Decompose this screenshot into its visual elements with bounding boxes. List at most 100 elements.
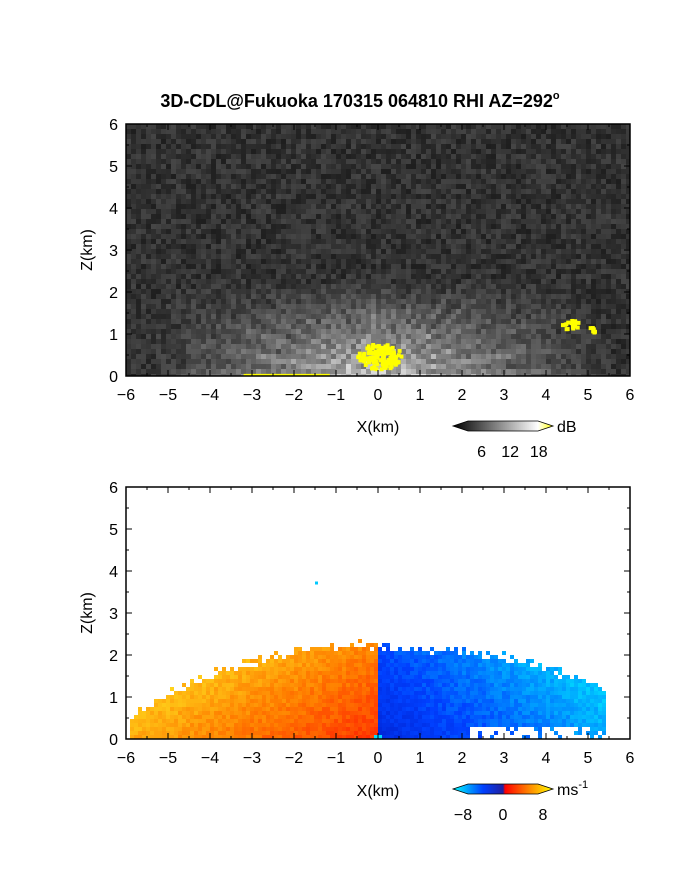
reflectivity-cell bbox=[166, 339, 171, 344]
reflectivity-cell bbox=[531, 259, 536, 264]
reflectivity-cell bbox=[591, 194, 596, 199]
reflectivity-cell bbox=[441, 154, 446, 159]
reflectivity-cell bbox=[581, 169, 586, 174]
reflectivity-cell bbox=[266, 319, 271, 324]
reflectivity-cell bbox=[511, 129, 516, 134]
reflectivity-cell bbox=[126, 309, 131, 314]
reflectivity-cell bbox=[496, 254, 501, 259]
reflectivity-cell bbox=[221, 259, 226, 264]
reflectivity-cell bbox=[536, 329, 541, 334]
reflectivity-cell bbox=[556, 129, 561, 134]
reflectivity-cell bbox=[366, 369, 371, 374]
reflectivity-cell bbox=[206, 124, 211, 129]
reflectivity-cell bbox=[471, 239, 476, 244]
reflectivity-cell bbox=[426, 334, 431, 339]
reflectivity-cell bbox=[151, 264, 156, 269]
reflectivity-cell bbox=[206, 374, 211, 376]
reflectivity-cell bbox=[136, 284, 141, 289]
reflectivity-cell bbox=[406, 164, 411, 169]
reflectivity-cell bbox=[446, 149, 451, 154]
reflectivity-cell bbox=[581, 289, 586, 294]
reflectivity-cell bbox=[461, 264, 466, 269]
reflectivity-cell bbox=[371, 269, 376, 274]
reflectivity-cell bbox=[421, 164, 426, 169]
reflectivity-cell bbox=[241, 294, 246, 299]
reflectivity-cell bbox=[141, 304, 146, 309]
reflectivity-cell bbox=[356, 269, 361, 274]
reflectivity-cell bbox=[396, 214, 401, 219]
reflectivity-cell bbox=[136, 209, 141, 214]
reflectivity-cell bbox=[186, 269, 191, 274]
reflectivity-cell bbox=[256, 364, 261, 369]
reflectivity-cell bbox=[566, 364, 571, 369]
reflectivity-cell bbox=[136, 324, 141, 329]
reflectivity-cell bbox=[136, 289, 141, 294]
reflectivity-cell bbox=[236, 214, 241, 219]
reflectivity-cell bbox=[236, 249, 241, 254]
reflectivity-cell bbox=[551, 214, 556, 219]
reflectivity-cell bbox=[436, 279, 441, 284]
reflectivity-cell bbox=[416, 209, 421, 214]
reflectivity-cell bbox=[321, 194, 326, 199]
reflectivity-cell bbox=[196, 259, 201, 264]
reflectivity-cell bbox=[506, 159, 511, 164]
reflectivity-cell bbox=[376, 154, 381, 159]
reflectivity-cell bbox=[221, 159, 226, 164]
reflectivity-cell bbox=[286, 194, 291, 199]
reflectivity-cell bbox=[611, 344, 616, 349]
reflectivity-cell bbox=[596, 144, 601, 149]
reflectivity-cell bbox=[366, 249, 371, 254]
reflectivity-cell bbox=[321, 169, 326, 174]
reflectivity-cell bbox=[406, 264, 411, 269]
reflectivity-cell bbox=[211, 284, 216, 289]
reflectivity-cell bbox=[171, 189, 176, 194]
reflectivity-cell bbox=[151, 199, 156, 204]
reflectivity-cell bbox=[206, 259, 211, 264]
reflectivity-cell bbox=[226, 194, 231, 199]
reflectivity-cell bbox=[181, 264, 186, 269]
reflectivity-cell bbox=[456, 324, 461, 329]
reflectivity-cell bbox=[326, 169, 331, 174]
reflectivity-cell bbox=[531, 304, 536, 309]
reflectivity-cell bbox=[421, 254, 426, 259]
reflectivity-cell bbox=[496, 319, 501, 324]
reflectivity-cell bbox=[201, 329, 206, 334]
reflectivity-cell bbox=[131, 309, 136, 314]
reflectivity-cell bbox=[356, 189, 361, 194]
reflectivity-cell bbox=[136, 249, 141, 254]
reflectivity-cell bbox=[301, 279, 306, 284]
reflectivity-cell bbox=[521, 179, 526, 184]
reflectivity-cell bbox=[596, 294, 601, 299]
reflectivity-cell bbox=[221, 139, 226, 144]
reflectivity-cell bbox=[301, 154, 306, 159]
reflectivity-cell bbox=[481, 174, 486, 179]
reflectivity-cell bbox=[496, 269, 501, 274]
reflectivity-cell bbox=[326, 219, 331, 224]
reflectivity-cell bbox=[141, 359, 146, 364]
reflectivity-cell bbox=[131, 134, 136, 139]
reflectivity-cell bbox=[386, 204, 391, 209]
reflectivity-cell bbox=[496, 149, 501, 154]
reflectivity-cell bbox=[206, 194, 211, 199]
reflectivity-cell bbox=[431, 364, 436, 369]
reflectivity-cell bbox=[506, 269, 511, 274]
reflectivity-cell bbox=[396, 304, 401, 309]
reflectivity-cell bbox=[431, 139, 436, 144]
reflectivity-cell bbox=[271, 294, 276, 299]
reflectivity-cell bbox=[361, 214, 366, 219]
reflectivity-cell bbox=[316, 129, 321, 134]
reflectivity-cell bbox=[201, 274, 206, 279]
reflectivity-cell bbox=[126, 344, 131, 349]
reflectivity-cell bbox=[281, 194, 286, 199]
reflectivity-cell bbox=[396, 164, 401, 169]
reflectivity-cell bbox=[411, 224, 416, 229]
reflectivity-cell bbox=[211, 174, 216, 179]
reflectivity-cell bbox=[481, 149, 486, 154]
reflectivity-cell bbox=[591, 169, 596, 174]
reflectivity-cell bbox=[361, 329, 366, 334]
reflectivity-cell bbox=[131, 194, 136, 199]
reflectivity-cell bbox=[591, 284, 596, 289]
reflectivity-cell bbox=[446, 309, 451, 314]
reflectivity-cell bbox=[176, 209, 181, 214]
reflectivity-cell bbox=[151, 244, 156, 249]
